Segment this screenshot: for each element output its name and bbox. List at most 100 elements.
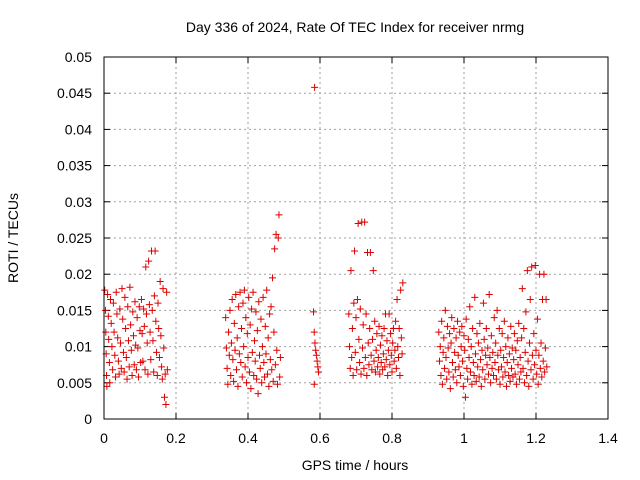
data-point [487, 379, 495, 387]
x-tick-labels: 0 0.2 0.4 0.6 0.8 1 1.2 1.4 [100, 430, 618, 446]
data-point [375, 322, 383, 330]
data-point [508, 364, 516, 372]
data-point [455, 363, 463, 371]
data-point [377, 359, 385, 367]
data-point [352, 314, 360, 322]
data-point [127, 321, 135, 329]
y-tick-label: 0.05 [65, 49, 92, 65]
data-point [112, 288, 120, 296]
data-point [515, 319, 523, 327]
data-point [155, 353, 163, 361]
data-point [371, 317, 379, 325]
data-point [484, 370, 492, 378]
data-point [501, 368, 509, 376]
data-point [510, 330, 518, 338]
data-points [101, 83, 551, 409]
data-point [380, 325, 388, 332]
data-point [241, 363, 249, 371]
data-point [438, 317, 446, 325]
data-point [124, 303, 132, 311]
data-point [543, 363, 551, 371]
data-point [117, 339, 125, 347]
data-point [248, 305, 256, 313]
data-point [312, 351, 320, 359]
data-point [135, 303, 143, 311]
data-point [399, 279, 407, 287]
data-point [536, 364, 544, 372]
data-point [227, 339, 235, 347]
data-point [360, 364, 368, 372]
data-point [507, 322, 515, 330]
data-point [479, 299, 487, 307]
data-point [248, 348, 256, 356]
data-point [541, 368, 549, 376]
data-point [263, 370, 271, 378]
data-point [345, 310, 353, 318]
data-point [253, 327, 261, 335]
data-point [466, 368, 474, 376]
data-point [133, 314, 141, 322]
data-point [540, 270, 548, 278]
data-point [271, 245, 279, 253]
data-point [250, 337, 258, 345]
data-point [378, 332, 386, 340]
data-point [479, 366, 487, 374]
data-point [349, 372, 357, 380]
data-point [274, 234, 282, 242]
data-point [518, 285, 526, 293]
data-point [116, 305, 124, 313]
data-point [236, 288, 244, 296]
data-point [237, 359, 245, 367]
data-point [154, 299, 162, 307]
data-point [397, 334, 405, 342]
data-point [230, 319, 238, 327]
data-point [513, 380, 521, 388]
data-point [160, 393, 168, 401]
data-point [146, 328, 154, 336]
data-point [240, 343, 248, 351]
data-point [362, 310, 370, 318]
data-point [128, 372, 136, 380]
plot-frame [103, 56, 609, 420]
data-point [481, 375, 489, 383]
data-point [512, 346, 520, 354]
data-point [348, 353, 356, 361]
y-tick-label: 0.005 [57, 375, 92, 391]
data-point [242, 314, 250, 322]
data-point [243, 330, 251, 338]
data-point [161, 370, 169, 378]
data-point [376, 341, 384, 349]
data-point [480, 335, 488, 343]
data-point [366, 248, 374, 256]
data-point [525, 382, 533, 390]
data-point [531, 361, 539, 369]
data-point [351, 348, 359, 356]
data-point [467, 343, 475, 351]
data-point [313, 357, 321, 365]
data-point [143, 339, 151, 347]
data-point [256, 351, 264, 359]
data-point [382, 356, 390, 364]
data-point [460, 332, 468, 340]
data-point [359, 321, 367, 329]
data-point [109, 366, 117, 374]
x-axis-label: GPS time / hours [302, 457, 409, 473]
data-point [472, 350, 480, 358]
data-point [311, 83, 319, 91]
data-point [235, 303, 243, 311]
data-point [129, 308, 137, 316]
data-point [272, 230, 280, 238]
data-point [122, 325, 130, 332]
data-point [246, 321, 254, 329]
data-point [477, 356, 485, 364]
data-point [226, 306, 234, 314]
data-point [388, 368, 396, 376]
data-point [469, 325, 477, 332]
data-point [101, 306, 109, 314]
data-point [461, 393, 469, 401]
data-point [492, 339, 500, 347]
data-point [229, 356, 237, 364]
data-point [252, 308, 260, 316]
data-point [106, 296, 114, 304]
data-point [276, 373, 284, 381]
